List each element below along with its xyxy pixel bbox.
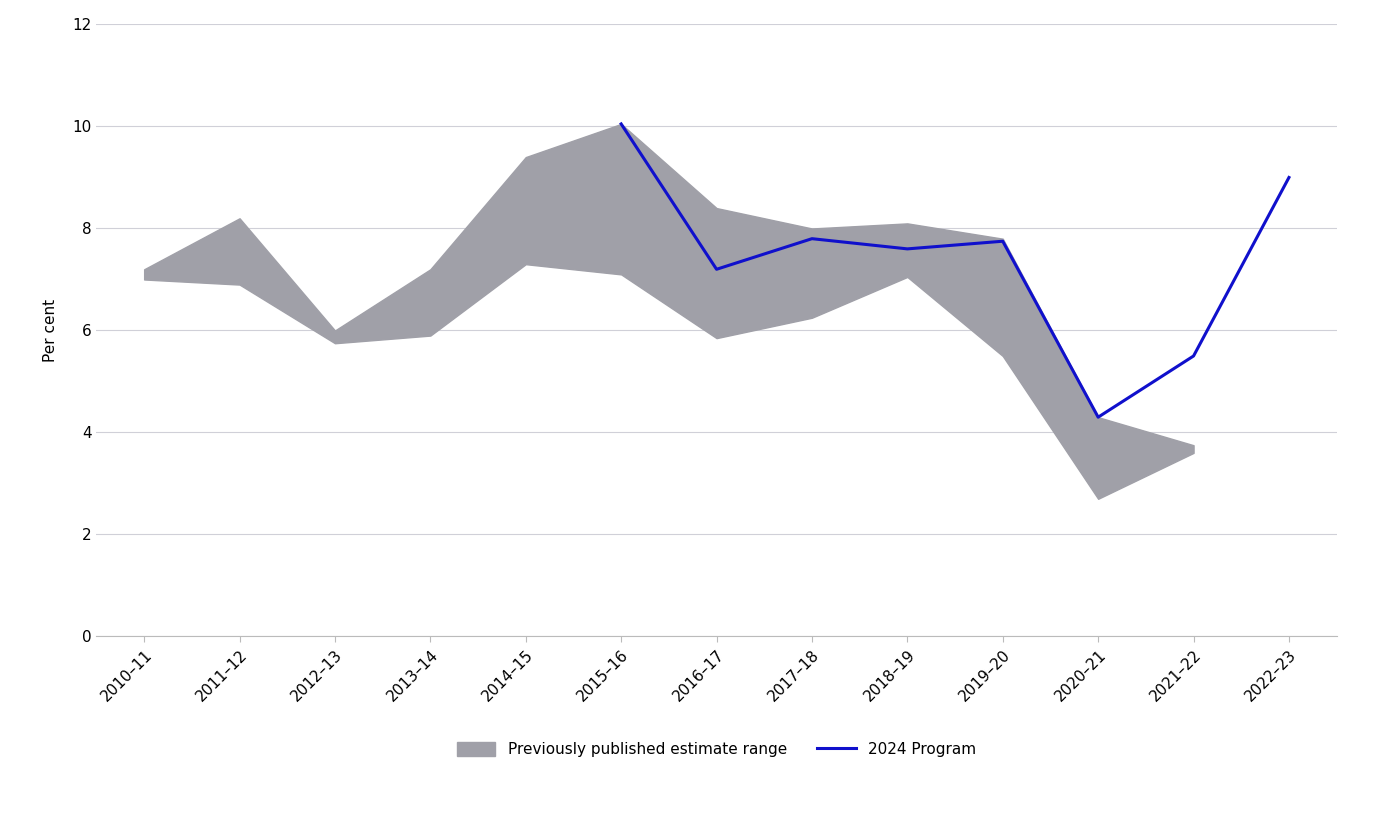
Legend: Previously published estimate range, 2024 Program: Previously published estimate range, 202… bbox=[451, 736, 983, 764]
Y-axis label: Per cent: Per cent bbox=[44, 299, 58, 362]
